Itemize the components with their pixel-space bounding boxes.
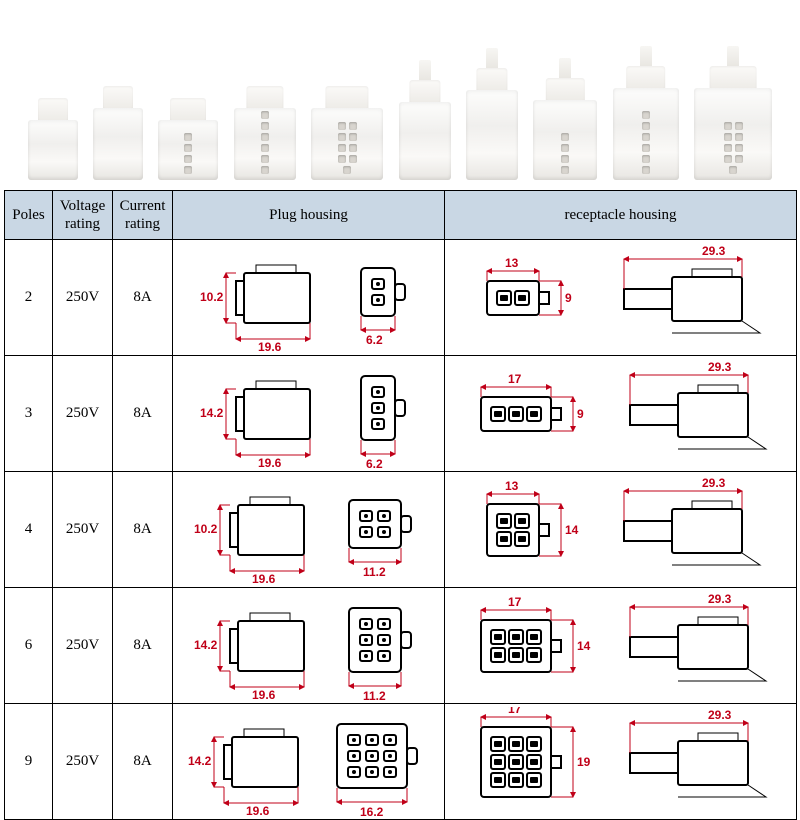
- svg-text:19.6: 19.6: [252, 688, 276, 701]
- svg-text:29.3: 29.3: [708, 592, 732, 606]
- spec-table: Poles Voltage rating Current rating Plug…: [4, 190, 797, 820]
- cell-receptacle: 17 19 29.3: [445, 704, 797, 820]
- cell-current: 8A: [113, 588, 173, 704]
- cell-current: 8A: [113, 356, 173, 472]
- svg-text:29.3: 29.3: [708, 360, 732, 374]
- cell-receptacle: 17 14 29.3: [445, 588, 797, 704]
- cell-current: 8A: [113, 240, 173, 356]
- cell-voltage: 250V: [53, 704, 113, 820]
- cell-voltage: 250V: [53, 240, 113, 356]
- receptacle-side-drawing: 29.3: [608, 707, 778, 817]
- cell-voltage: 250V: [53, 588, 113, 704]
- header-row: Poles Voltage rating Current rating Plug…: [5, 191, 797, 240]
- svg-text:19.6: 19.6: [258, 340, 282, 353]
- cell-poles: 4: [5, 472, 53, 588]
- svg-text:17: 17: [508, 372, 522, 386]
- table-row: 9 250V 8A 14.2 19.6 16.2 17 19: [5, 704, 797, 820]
- receptacle-side-drawing: 29.3: [602, 243, 772, 353]
- connector-photo: [533, 100, 597, 180]
- table-row: 3 250V 8A 14.2 19.6 6.2 17 9: [5, 356, 797, 472]
- receptacle-side-drawing: 29.3: [602, 475, 772, 585]
- receptacle-front-drawing: 17 9: [463, 359, 593, 469]
- receptacle-side-drawing: 29.3: [608, 359, 778, 469]
- cell-poles: 3: [5, 356, 53, 472]
- cell-plug: 14.2 19.6 6.2: [173, 356, 445, 472]
- receptacle-front-drawing: 13 9: [469, 243, 581, 353]
- cell-voltage: 250V: [53, 356, 113, 472]
- table-row: 2 250V 8A 10.2 19.6 6.2 13 9: [5, 240, 797, 356]
- cell-poles: 9: [5, 704, 53, 820]
- cell-receptacle: 13 9 29.3: [445, 240, 797, 356]
- svg-text:13: 13: [505, 479, 519, 493]
- svg-text:11.2: 11.2: [363, 565, 386, 579]
- plug-side-drawing: 14.2 19.6: [196, 359, 326, 469]
- plug-side-drawing: 14.2 19.6: [184, 707, 314, 817]
- receptacle-front-drawing: 17 19: [463, 707, 593, 817]
- cell-current: 8A: [113, 704, 173, 820]
- header-plug: Plug housing: [173, 191, 445, 240]
- receptacle-front-drawing: 13 14: [469, 475, 581, 585]
- connector-photo: [93, 108, 143, 180]
- plug-side-drawing: 10.2 19.6: [196, 243, 326, 353]
- svg-text:19.6: 19.6: [246, 804, 270, 817]
- svg-text:19: 19: [577, 755, 591, 769]
- header-voltage: Voltage rating: [53, 191, 113, 240]
- svg-text:14.2: 14.2: [194, 638, 218, 652]
- header-current: Current rating: [113, 191, 173, 240]
- svg-text:29.3: 29.3: [708, 708, 732, 722]
- connector-photo: [694, 88, 772, 180]
- table-row: 6 250V 8A 14.2 19.6 11.2 17 14: [5, 588, 797, 704]
- plug-front-drawing: 11.2: [335, 475, 427, 585]
- connector-photo: [28, 120, 78, 180]
- plug-side-drawing: 10.2 19.6: [190, 475, 320, 585]
- svg-text:17: 17: [508, 595, 522, 609]
- connector-photo: [158, 120, 218, 180]
- svg-text:14: 14: [565, 523, 579, 537]
- table-row: 4 250V 8A 10.2 19.6 11.2 13 14: [5, 472, 797, 588]
- cell-current: 8A: [113, 472, 173, 588]
- connector-photo: [466, 90, 518, 180]
- cell-plug: 10.2 19.6 6.2: [173, 240, 445, 356]
- plug-side-drawing: 14.2 19.6: [190, 591, 320, 701]
- svg-text:14: 14: [577, 639, 591, 653]
- cell-plug: 14.2 19.6 16.2: [173, 704, 445, 820]
- receptacle-side-drawing: 29.3: [608, 591, 778, 701]
- svg-text:14.2: 14.2: [200, 406, 224, 420]
- plug-front-drawing: 6.2: [347, 243, 421, 353]
- svg-text:10.2: 10.2: [200, 290, 224, 304]
- svg-text:10.2: 10.2: [194, 522, 218, 536]
- svg-text:16.2: 16.2: [360, 805, 384, 817]
- svg-text:17: 17: [508, 707, 522, 716]
- svg-text:6.2: 6.2: [366, 333, 383, 347]
- header-poles: Poles: [5, 191, 53, 240]
- cell-voltage: 250V: [53, 472, 113, 588]
- product-photo-strip: [0, 0, 800, 190]
- connector-photo: [399, 102, 451, 180]
- cell-plug: 10.2 19.6 11.2: [173, 472, 445, 588]
- header-receptacle: receptacle housing: [445, 191, 797, 240]
- cell-receptacle: 17 9 29.3: [445, 356, 797, 472]
- svg-text:6.2: 6.2: [366, 457, 383, 469]
- connector-photo: [311, 108, 383, 180]
- svg-text:29.3: 29.3: [702, 244, 726, 258]
- plug-front-drawing: 6.2: [347, 359, 421, 469]
- svg-text:9: 9: [577, 407, 584, 421]
- svg-text:13: 13: [505, 256, 519, 270]
- connector-photo: [613, 88, 679, 180]
- svg-text:14.2: 14.2: [188, 754, 212, 768]
- receptacle-front-drawing: 17 14: [463, 591, 593, 701]
- connector-photo: [234, 108, 296, 180]
- cell-poles: 6: [5, 588, 53, 704]
- svg-text:19.6: 19.6: [258, 456, 282, 469]
- svg-text:19.6: 19.6: [252, 572, 276, 585]
- cell-plug: 14.2 19.6 11.2: [173, 588, 445, 704]
- svg-text:29.3: 29.3: [702, 476, 726, 490]
- svg-text:9: 9: [565, 291, 572, 305]
- plug-front-drawing: 11.2: [335, 591, 427, 701]
- cell-poles: 2: [5, 240, 53, 356]
- cell-receptacle: 13 14 29.3: [445, 472, 797, 588]
- plug-front-drawing: 16.2: [323, 707, 433, 817]
- svg-text:11.2: 11.2: [363, 689, 386, 701]
